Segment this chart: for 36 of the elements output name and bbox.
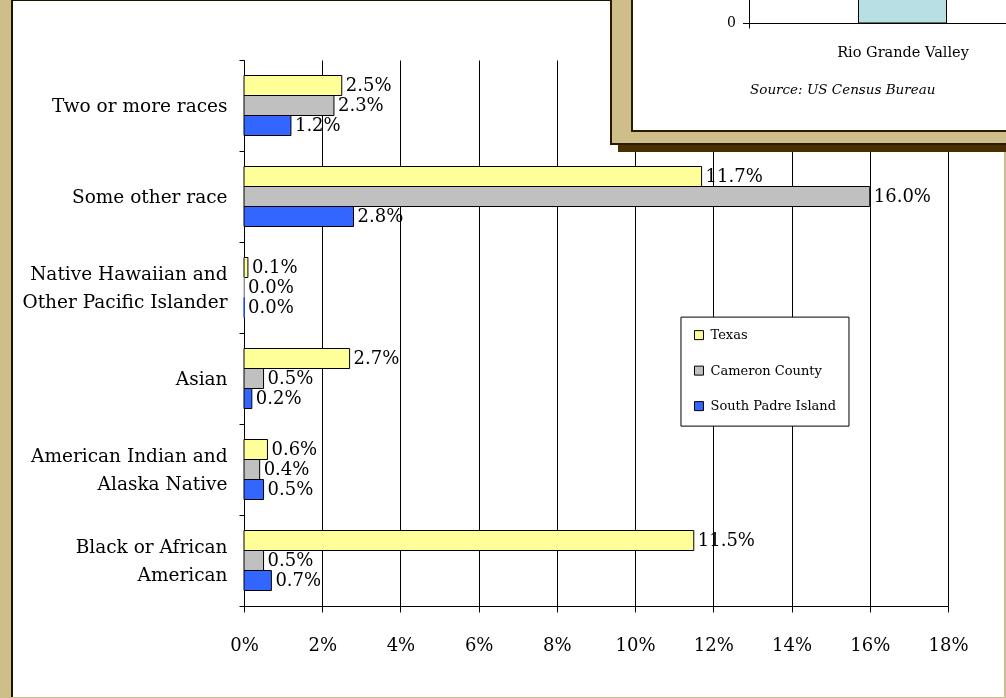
data-label: 0.1%: [251, 255, 298, 277]
x-tick-label: 0%: [230, 633, 259, 655]
data-label: 0.0%: [248, 275, 294, 297]
data-label: 0.7%: [275, 568, 322, 590]
y-tick-label: Black or African American: [75, 536, 228, 585]
x-tick-label: 10%: [615, 633, 656, 655]
data-label: 2.3%: [337, 93, 384, 115]
data-label: 0.0%: [248, 295, 294, 317]
annotation: Source: US Census Bureau: [750, 81, 936, 97]
x-tick-label: 14%: [772, 633, 813, 655]
x-tick-label: 2%: [308, 633, 337, 655]
data-label: 0.5%: [267, 477, 314, 499]
data-label: 0.5%: [267, 366, 314, 388]
legend-label: Cameron County: [710, 362, 823, 378]
text: 0: [727, 14, 736, 30]
y-tick-label: Native Hawaiian and Other Pacific Islander: [22, 263, 228, 312]
x-tick-label: 16%: [850, 633, 891, 655]
x-tick-label: 12%: [693, 633, 734, 655]
data-label: 0.4%: [263, 457, 310, 479]
text: Rio Grande Valley: [837, 44, 970, 60]
data-label: 16.0%: [873, 184, 931, 206]
data-label: 0.5%: [267, 548, 314, 570]
y-tick-label: Some other race: [71, 186, 228, 207]
y-tick-label: Two or more races: [52, 95, 228, 116]
x-tick-label: 8%: [543, 633, 572, 655]
data-label: 0.6%: [271, 437, 318, 459]
y-tick-label: American Indian and Alaska Native: [30, 445, 228, 494]
x-tick-label: 4%: [386, 633, 416, 655]
legend-label: Texas: [710, 327, 748, 343]
legend-label: South Padre Island: [710, 398, 837, 414]
x-tick-label: 18%: [928, 633, 969, 655]
y-tick-label: Asian: [174, 368, 228, 389]
data-label: 0.2%: [255, 386, 302, 408]
data-label: 2.7%: [353, 346, 400, 368]
data-label: 2.5%: [345, 73, 392, 95]
x-tick-label: 6%: [464, 633, 494, 655]
